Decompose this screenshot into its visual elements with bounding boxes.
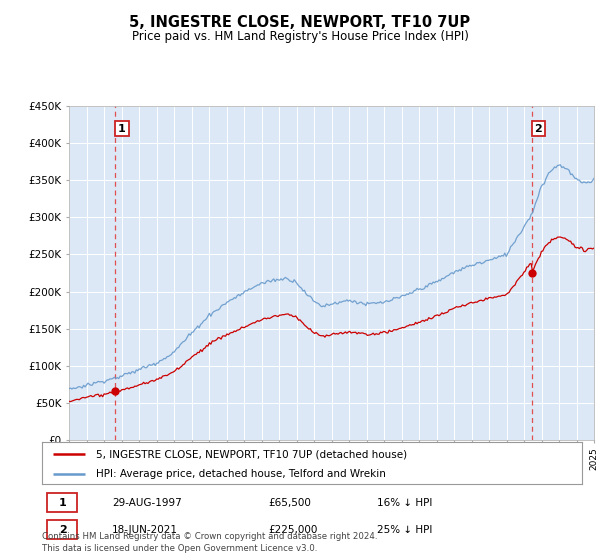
Text: 29-AUG-1997: 29-AUG-1997 xyxy=(112,498,182,508)
FancyBboxPatch shape xyxy=(47,493,77,512)
Text: 1: 1 xyxy=(59,498,67,508)
Text: 5, INGESTRE CLOSE, NEWPORT, TF10 7UP: 5, INGESTRE CLOSE, NEWPORT, TF10 7UP xyxy=(130,15,470,30)
Text: 18-JUN-2021: 18-JUN-2021 xyxy=(112,525,178,535)
Text: 25% ↓ HPI: 25% ↓ HPI xyxy=(377,525,432,535)
Text: 16% ↓ HPI: 16% ↓ HPI xyxy=(377,498,432,508)
Text: £65,500: £65,500 xyxy=(269,498,311,508)
Text: 2: 2 xyxy=(59,525,67,535)
Text: £225,000: £225,000 xyxy=(269,525,318,535)
Text: Contains HM Land Registry data © Crown copyright and database right 2024.
This d: Contains HM Land Registry data © Crown c… xyxy=(42,533,377,553)
Text: Price paid vs. HM Land Registry's House Price Index (HPI): Price paid vs. HM Land Registry's House … xyxy=(131,30,469,43)
Text: HPI: Average price, detached house, Telford and Wrekin: HPI: Average price, detached house, Telf… xyxy=(96,469,386,479)
Text: 5, INGESTRE CLOSE, NEWPORT, TF10 7UP (detached house): 5, INGESTRE CLOSE, NEWPORT, TF10 7UP (de… xyxy=(96,449,407,459)
FancyBboxPatch shape xyxy=(47,520,77,539)
Text: 1: 1 xyxy=(118,124,126,134)
Text: 2: 2 xyxy=(535,124,542,134)
